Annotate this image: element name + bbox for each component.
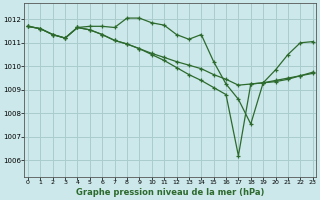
X-axis label: Graphe pression niveau de la mer (hPa): Graphe pression niveau de la mer (hPa) (76, 188, 265, 197)
